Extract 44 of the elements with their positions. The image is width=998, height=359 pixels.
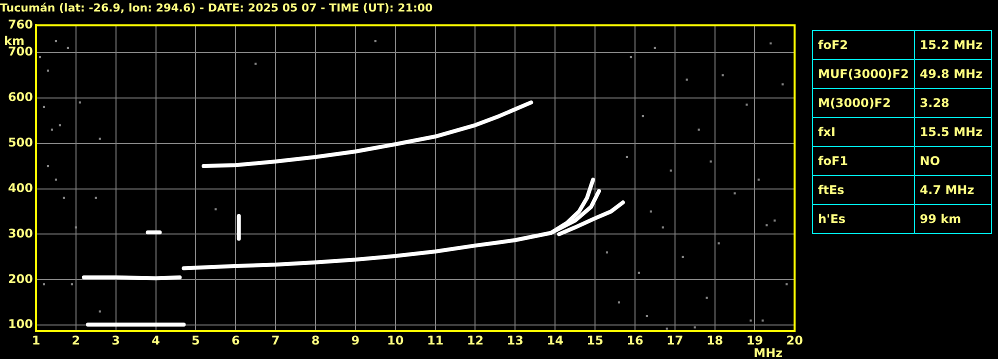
text: fxI [812,118,914,146]
x-tick-label: 11 [426,333,444,348]
text: 3.28 [914,88,992,118]
x-tick-label: 9 [351,333,360,348]
y-tick-label: 200 [8,272,33,286]
text: 4.7 MHz [914,176,992,204]
text: 15.2 MHz [914,30,992,60]
x-tick-label: 10 [387,333,404,348]
x-tick-label: 5 [192,333,200,348]
x-tick-label: 13 [506,333,524,348]
x-tick-label: 12 [466,333,484,348]
x-tick-label: 15 [586,333,604,348]
x-tick-label: 8 [311,333,320,348]
x-tick-label: 2 [72,333,80,348]
y-tick-label: 400 [8,180,33,195]
x-tick-label: 17 [666,333,684,348]
text: 15.5 MHz [914,118,992,146]
x-tick-label: 1 [32,333,40,348]
x-tick-label: 3 [112,333,120,348]
x-tick-label: 20 [786,333,803,348]
text: MUF(3000)F2 [812,60,914,88]
x-tick-label: 18 [706,333,724,348]
x-tick-label: 16 [626,333,644,348]
x-tick-label: 6 [231,333,240,348]
y-tick-label: 300 [8,226,33,240]
x-axis-title: MHz [754,346,783,359]
x-tick-label: 19 [746,333,764,348]
x-tick-label: 7 [271,333,280,348]
text: 49.8 MHz [914,60,992,88]
chart-title: Tucumán (lat: -26.9, lon: 294.6) - DATE: 2025 05 07 - TIME (UT): 21:00 [0,1,433,14]
x-tick-label: 14 [546,333,564,348]
y-tick-label: 700 [8,44,33,59]
text: 99 km [914,204,992,234]
text: foF2 [812,30,914,60]
y-tick-label: 100 [8,317,33,332]
text: h'Es [812,204,914,234]
text: NO [914,146,992,176]
x-tick-label: 4 [152,333,160,348]
y-tick-label: 760 [8,17,33,32]
y-tick-label: 500 [8,135,33,150]
text: foF1 [812,146,914,176]
text: ftEs [812,176,914,204]
text: M(3000)F2 [812,88,914,118]
y-tick-label: 600 [8,90,33,104]
